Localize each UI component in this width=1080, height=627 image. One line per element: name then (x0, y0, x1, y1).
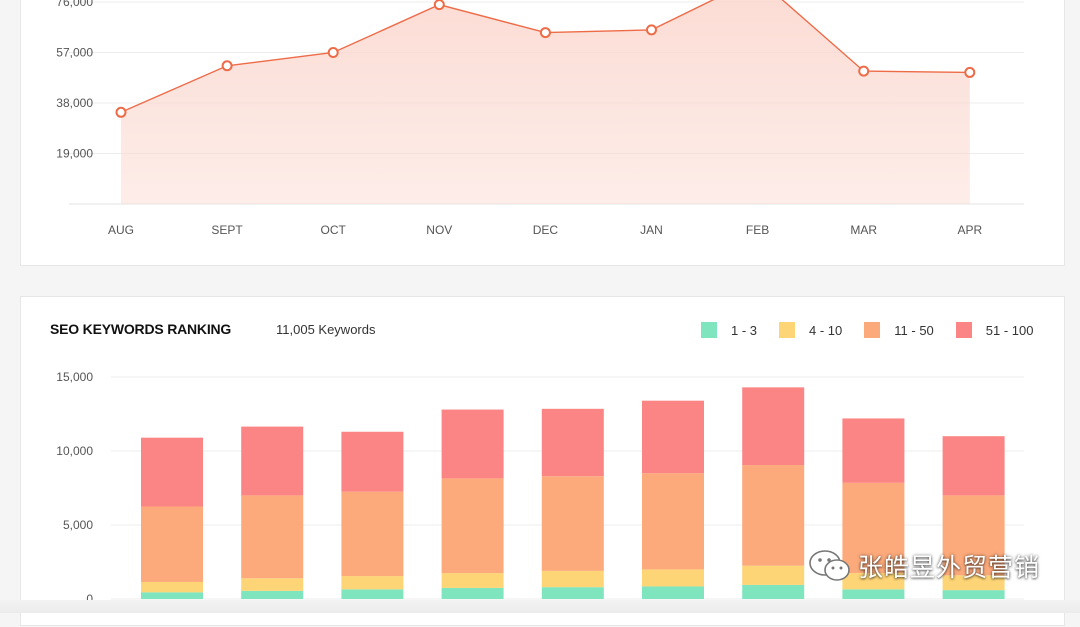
x-tick-label: SEPT (211, 223, 243, 237)
chart-legend: 1 - 3 4 - 10 11 - 50 51 - 100 (701, 322, 1055, 338)
traffic-chart-card: 19,000 38,000 57,000 76,000 AUG SEPT OCT NOV DE… (20, 0, 1065, 266)
bar-segment (842, 482, 905, 574)
bar-segment (842, 589, 905, 599)
legend-label: 4 - 10 (809, 322, 843, 338)
watermark: 张皓昱外贸营销 (808, 548, 1040, 584)
bar-stack-aug (141, 437, 203, 599)
bar-segment (541, 476, 604, 571)
bar-segment (541, 408, 604, 477)
bar-segment (541, 570, 604, 588)
x-tick-label: APR (957, 223, 982, 237)
legend-label: 11 - 50 (894, 322, 934, 338)
bar-segment (942, 575, 1005, 591)
bar-segment (742, 565, 805, 585)
bar-segment (441, 478, 504, 574)
bar-segment (341, 576, 404, 590)
legend-swatch (701, 322, 717, 338)
bar-stack-feb (742, 387, 805, 599)
bar-segment (441, 573, 504, 588)
wechat-icon (809, 550, 850, 581)
data-point (115, 106, 127, 118)
y-tick-label: 0 (86, 592, 93, 606)
legend-swatch (955, 322, 972, 338)
y-tick-label: 57,000 (56, 46, 93, 60)
bar-stack-mar (842, 418, 905, 599)
bar-stack-oct (341, 431, 404, 599)
keyword-count: 11,005 Keywords (276, 322, 376, 337)
chart-title: SEO KEYWORDS RANKING (50, 321, 232, 337)
bar-segment (241, 426, 304, 496)
bar-segment (541, 587, 604, 599)
x-tick-label: JAN (640, 223, 663, 237)
legend-item[interactable]: 51 - 100 (955, 322, 1034, 338)
y-tick-label: 76,000 (56, 0, 93, 9)
bar-segment (942, 495, 1005, 576)
bar-segment (341, 491, 404, 577)
bar-segment (842, 418, 905, 483)
bar-segment (341, 431, 404, 492)
data-point (964, 66, 976, 78)
bar-stack-apr (942, 436, 1005, 599)
legend-item[interactable]: 1 - 3 (701, 322, 757, 338)
bar-stack-nov (441, 409, 504, 599)
bar-segment (241, 590, 304, 599)
bar-segment (942, 436, 1005, 496)
bar-stack-jan (642, 400, 704, 599)
bar-segment (842, 573, 905, 590)
y-tick-label: 19,000 (56, 147, 93, 161)
legend-swatch (864, 322, 881, 338)
data-point (327, 47, 339, 58)
x-tick-label: FEB (746, 223, 769, 237)
legend-label: 1 - 3 (731, 322, 758, 338)
bar-segment (141, 592, 203, 599)
y-tick-label: 10,000 (56, 444, 93, 458)
watermark-text: 张皓昱外贸营销 (858, 553, 1041, 582)
bar-segment (742, 465, 805, 566)
legend-item[interactable]: 4 - 10 (779, 322, 842, 338)
bar-segment (742, 387, 805, 466)
bar-segment (942, 590, 1005, 599)
data-point (646, 24, 657, 36)
x-tick-label: AUG (108, 223, 134, 237)
bar-segment (141, 437, 203, 507)
bar-stack-sept (241, 426, 304, 599)
legend-item[interactable]: 11 - 50 (864, 322, 934, 338)
bar-segment (141, 506, 203, 582)
x-tick-label: MAR (850, 223, 877, 237)
bar-segment (642, 400, 704, 474)
data-point (858, 65, 870, 77)
x-tick-label: DEC (533, 223, 559, 237)
bar-segment (441, 587, 504, 599)
y-tick-label: 38,000 (56, 96, 93, 110)
bar-segment (642, 473, 704, 570)
y-tick-label: 5,000 (63, 518, 93, 532)
bar-segment (742, 584, 805, 599)
bar-segment (642, 569, 704, 587)
bar-segment (642, 586, 704, 599)
x-tick-label: NOV (426, 223, 452, 237)
bar-segment (241, 495, 304, 579)
y-tick-label: 15,000 (56, 370, 93, 384)
data-point (221, 60, 233, 72)
bar-segment (141, 581, 203, 593)
bar-stack-dec (541, 408, 604, 599)
bar-segment (441, 409, 504, 479)
data-point (539, 27, 551, 39)
bottom-edge (0, 600, 1080, 613)
bar-segment (241, 578, 304, 591)
traffic-area-chart: 19,000 38,000 57,000 76,000 AUG SEPT OCT NOV DE… (56, 0, 1024, 237)
legend-swatch (779, 322, 796, 338)
stacked-bar-chart: 0 5,000 10,000 15,000 (56, 370, 1024, 606)
x-tick-label: OCT (321, 223, 347, 237)
data-point (433, 0, 445, 11)
traffic-area-fill (121, 0, 970, 204)
legend-label: 51 - 100 (985, 322, 1034, 338)
bar-segment (341, 589, 404, 599)
